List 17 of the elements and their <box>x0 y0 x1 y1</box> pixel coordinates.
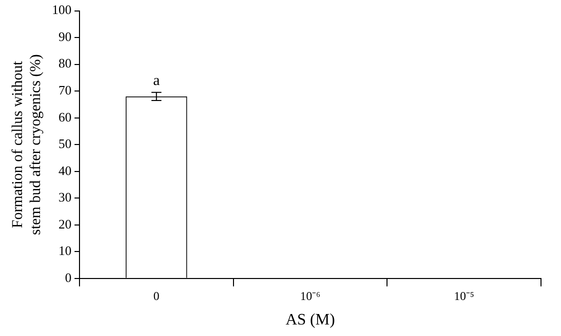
x-tick-label: 10⁻⁵ <box>454 288 474 303</box>
y-tick-label: 30 <box>58 190 72 205</box>
y-tick-label: 100 <box>52 2 72 18</box>
x-axis-title: AS (M) <box>286 312 335 329</box>
y-tick-label: 70 <box>58 82 72 98</box>
x-tick-label: 10⁻⁶ <box>300 288 320 303</box>
annotation: a <box>153 72 160 89</box>
y-tick-label: 10 <box>58 243 72 258</box>
y-tick-label: 90 <box>58 28 72 44</box>
y-tick-label: 80 <box>58 56 72 71</box>
y-tick-label: 20 <box>58 216 72 232</box>
x-tick-label: 0 <box>153 288 160 303</box>
y-tick-label: 60 <box>58 109 72 124</box>
y-tick-label: 40 <box>58 162 72 178</box>
y-tick-label: 50 <box>58 136 72 152</box>
y-axis-title: Formation of callus without stem bud after cryogenics (%) <box>10 54 44 235</box>
y-tick-label: 0 <box>65 270 72 285</box>
